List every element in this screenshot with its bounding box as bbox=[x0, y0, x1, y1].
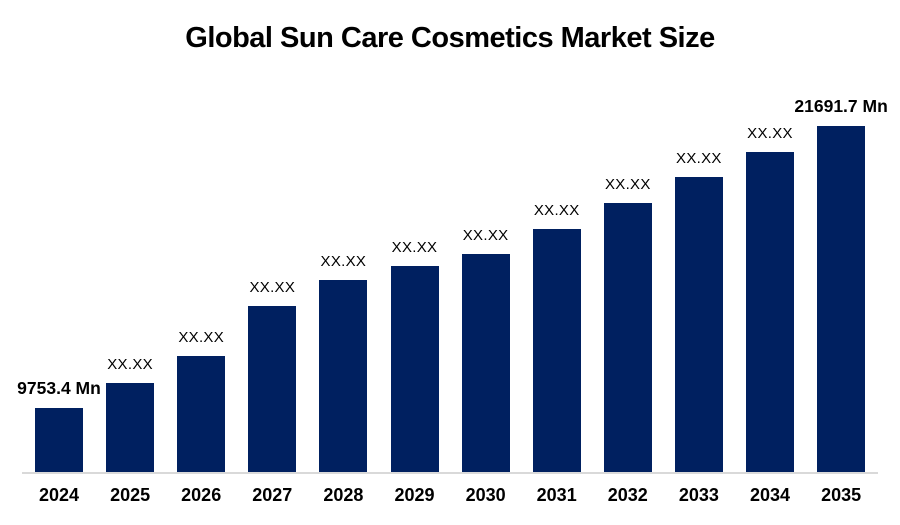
x-tick-2029: 2029 bbox=[394, 485, 435, 505]
bar-value-label-2035: 21691.7 Mn bbox=[794, 95, 888, 116]
x-tick-2033: 2033 bbox=[678, 485, 719, 505]
x-tick-2032: 2032 bbox=[607, 485, 648, 505]
x-tick-2025: 2025 bbox=[110, 485, 151, 505]
bar-2026 bbox=[177, 356, 226, 472]
x-tick-2035: 2035 bbox=[821, 485, 862, 505]
bar-value-label-2028: XX.XX bbox=[320, 253, 367, 270]
x-axis-line bbox=[22, 472, 878, 474]
bar-2035 bbox=[817, 126, 866, 472]
x-tick-2026: 2026 bbox=[181, 485, 222, 505]
bar-2025 bbox=[106, 383, 155, 472]
bar-2034 bbox=[746, 152, 794, 472]
bar-value-label-2033: XX.XX bbox=[676, 150, 722, 167]
x-tick-2030: 2030 bbox=[465, 485, 506, 505]
x-tick-2031: 2031 bbox=[536, 485, 577, 505]
x-tick-2034: 2034 bbox=[749, 485, 791, 505]
bar-value-label-2024: 9753.4 Mn bbox=[17, 377, 101, 398]
bar-value-label-2026: XX.XX bbox=[178, 329, 225, 346]
bar-value-label-2032: XX.XX bbox=[604, 176, 651, 193]
chart-title: Global Sun Care Cosmetics Market Size bbox=[185, 22, 715, 54]
x-tick-2024: 2024 bbox=[38, 485, 80, 505]
bar-value-label-2025: XX.XX bbox=[107, 356, 153, 373]
bar-2028 bbox=[319, 280, 368, 472]
bar-value-label-2029: XX.XX bbox=[391, 239, 438, 256]
bar-2033 bbox=[674, 177, 723, 472]
bar-value-label-2030: XX.XX bbox=[462, 227, 509, 244]
bar-value-label-2034: XX.XX bbox=[747, 125, 793, 142]
x-tick-2028: 2028 bbox=[323, 485, 364, 505]
bar-2030 bbox=[461, 254, 510, 472]
x-tick-2027: 2027 bbox=[252, 485, 293, 505]
bar-value-label-2031: XX.XX bbox=[533, 202, 580, 219]
bar-value-label-2027: XX.XX bbox=[249, 279, 296, 296]
bar-2032 bbox=[603, 203, 652, 472]
bar-2024 bbox=[35, 408, 83, 472]
bar-2029 bbox=[390, 266, 439, 472]
bar-2031 bbox=[532, 229, 581, 472]
bar-2027 bbox=[248, 306, 297, 472]
